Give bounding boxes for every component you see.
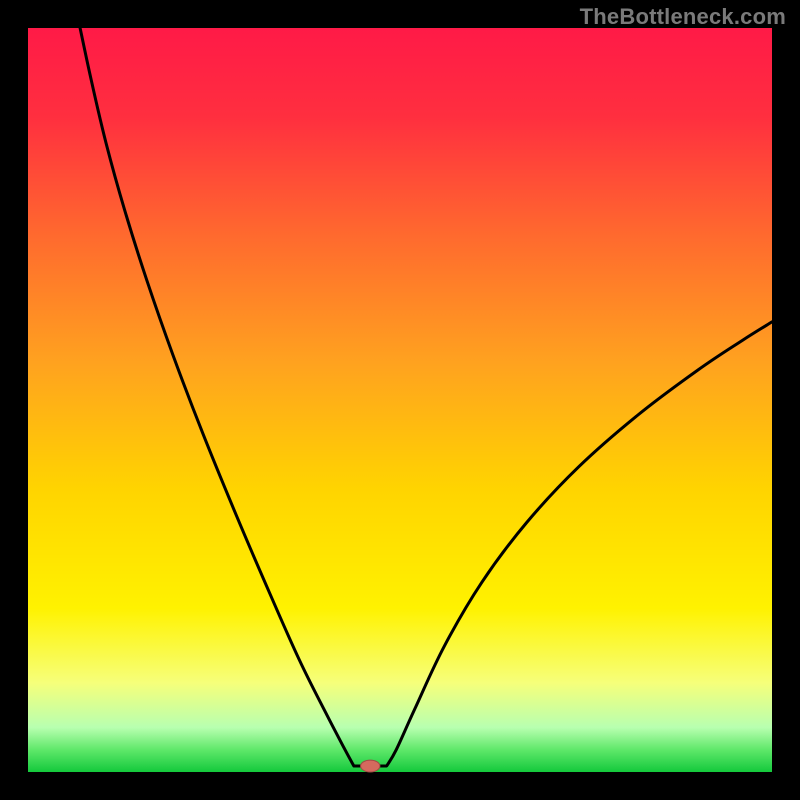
plot-background (28, 28, 772, 772)
chart-container: TheBottleneck.com (0, 0, 800, 800)
bottleneck-chart (0, 0, 800, 800)
optimum-marker (361, 760, 380, 772)
